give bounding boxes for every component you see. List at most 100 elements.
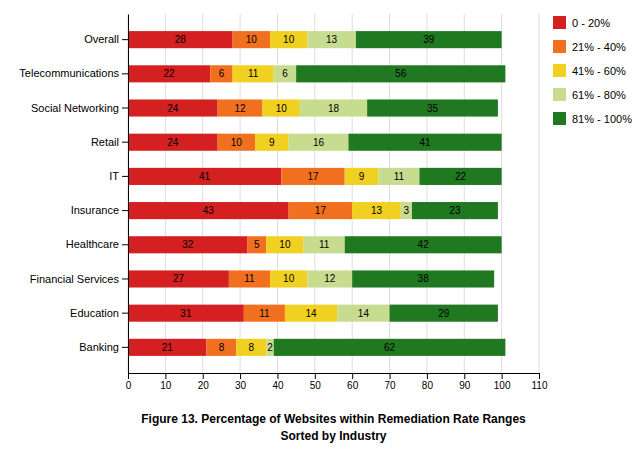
legend-item: 61% - 80% [553,88,626,101]
tick-label: 0 [126,380,132,391]
bar [270,31,307,48]
subtitle: Sorted by Industry [280,429,386,443]
bar [412,202,498,219]
bar [263,99,300,116]
data-label: 22 [164,68,176,79]
tick-label: 80 [422,380,434,391]
tick-mark [122,142,128,143]
data-label: 12 [235,103,247,114]
tick: 60 [347,373,359,391]
bar [266,339,273,356]
bar [218,134,255,151]
bar [128,65,210,82]
tick: 10 [160,373,172,391]
tick-mark [128,373,129,379]
data-label: 8 [219,342,225,353]
grid [128,14,539,373]
title: Figure 13. Percentage of Websites within… [141,412,526,426]
tick: IT [109,170,128,182]
tick: 80 [422,373,434,391]
bar [128,99,218,116]
bar [229,270,270,287]
data-label: 16 [313,137,325,148]
bar [356,31,502,48]
tick: Social Networking [31,102,128,114]
bar [210,65,232,82]
data-label: 8 [249,342,255,353]
data-label: 11 [244,273,255,284]
bar [218,99,263,116]
bars [128,31,505,356]
tick-mark [122,108,128,109]
bar [345,168,379,185]
legend-label: 0 - 20% [572,17,610,29]
axis-line [129,373,540,374]
tick-label: Social Networking [31,102,119,114]
tick-label: 60 [347,380,359,391]
bar [255,134,289,151]
data-label: 10 [283,34,295,45]
data-label: 56 [395,68,407,79]
tick-mark [352,373,353,379]
bar [128,270,229,287]
tick-mark [122,278,128,279]
legend-swatch [553,40,566,53]
tick-mark [122,73,128,74]
tick: Insurance [71,204,128,216]
legend-swatch [553,64,566,77]
tick: Education [70,307,128,319]
tick-label: 10 [160,380,172,391]
bar [128,134,218,151]
tick: Telecommunications [19,67,128,79]
bar [270,270,307,287]
tick: 30 [235,373,247,391]
tick: Healthcare [66,238,128,250]
tick-label: Insurance [71,204,119,216]
series [128,31,289,356]
tick-mark [464,373,465,379]
tick: 0 [126,373,132,391]
legend: 0 - 20%21% - 40%41% - 60%61% - 80%81% - … [553,16,632,125]
series [274,31,506,356]
data-label: 41 [419,137,431,148]
tick: Overall [84,33,128,45]
bar [233,65,274,82]
data-label: 10 [246,34,258,45]
tick-mark [427,373,428,379]
tick-label: Education [70,307,119,319]
chart: 2131273243412424222881111517171012610814… [0,0,639,451]
x-axis: 0102030405060708090100110 [126,373,548,391]
data-label: 32 [182,239,194,250]
bar [206,339,236,356]
tick-label: Banking [79,341,119,353]
data-label: 18 [328,103,340,114]
bar [248,236,267,253]
tick: 20 [198,373,210,391]
legend-item: 0 - 20% [553,16,610,29]
bar [345,236,502,253]
data-label: 9 [269,137,275,148]
tick-label: 20 [198,380,210,391]
tick-mark [277,373,278,379]
data-label: 38 [418,273,430,284]
bar [281,168,345,185]
bar [378,168,419,185]
legend-label: 81% - 100% [572,113,632,125]
data-label: 11 [259,308,270,319]
tick: 50 [310,373,322,391]
tick-mark [122,244,128,245]
tick-mark [240,373,241,379]
data-label: 13 [371,205,383,216]
tick-mark [165,373,166,379]
data-label: 9 [359,171,365,182]
bar [128,31,233,48]
bar [307,270,352,287]
data-label: 11 [248,68,259,79]
tick-label: IT [109,170,119,182]
data-label: 31 [180,308,192,319]
tick: 110 [532,373,548,391]
data-label: 6 [219,68,225,79]
data-label: 11 [394,171,405,182]
tick-mark [203,373,204,379]
bar [300,99,367,116]
